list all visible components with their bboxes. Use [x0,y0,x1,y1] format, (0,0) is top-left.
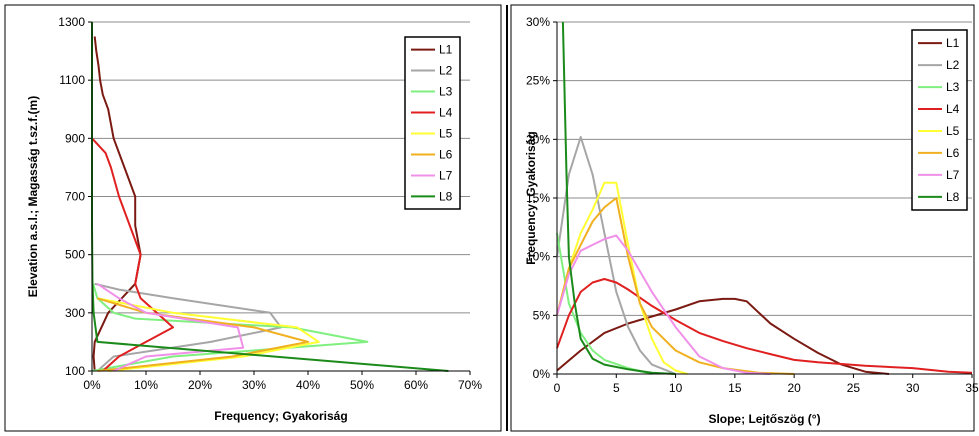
slope-chart-series-l7 [556,234,771,375]
elevation-chart-y-tick-label: 1100 [59,73,85,87]
slope-chart-y-tick-label: 30% [526,15,550,29]
elevation-chart-y-tick-label: 700 [65,190,85,204]
elevation-chart-y-tick-label: 100 [65,364,85,378]
elevation-chart-legend-label-l6: L6 [439,147,453,161]
slope-chart-y-axis-label: Frequency; Gyakoriság [524,131,538,264]
elevation-chart-y-tick-label: 900 [65,131,85,145]
slope-chart-series-l5 [556,181,688,375]
slope-chart-legend [911,29,968,211]
elevation-chart-x-tick-label: 60% [404,378,428,392]
slope-chart-x-tick-label: 10 [669,381,683,395]
elevation-chart-x-tick-label: 0% [83,378,101,392]
elevation-chart-x-tick-label: 10% [134,378,158,392]
slope-chart-y-tick-label: 10% [526,250,550,264]
slope-chart-legend-label-l7: L7 [946,168,960,182]
elevation-chart-legend-label-l5: L5 [439,126,453,140]
slope-chart-series-l8 [561,21,676,375]
slope-chart-legend-label-l1: L1 [946,36,960,50]
elevation-chart-y-tick-label: 300 [65,306,85,320]
slope-chart-y-tick-label: 15% [526,191,550,205]
slope-chart-legend-label-l2: L2 [946,58,960,72]
elevation-chart-x-tick-label: 20% [188,378,212,392]
slope-chart-x-tick-label: 30 [906,381,920,395]
slope-chart-y-tick-label: 0% [533,367,551,381]
elevation-chart-series-l5 [97,297,320,372]
elevation-chart-x-tick-label: 40% [296,378,320,392]
slope-chart-series-l1 [556,297,890,375]
elevation-chart-x-axis-label: Frequency; Gyakoriság [214,409,347,423]
elevation-chart-legend-label-l7: L7 [439,168,453,182]
slope-chart-series-l4 [556,278,973,374]
slope-chart-y-tick-label: 20% [526,132,550,146]
elevation-chart-legend-label-l8: L8 [439,189,453,203]
elevation-chart-x-tick-label: 50% [350,378,374,392]
slope-chart-legend-label-l8: L8 [946,190,960,204]
slope-chart-x-tick-label: 5 [613,381,620,395]
elevation-chart-x-tick-label: 30% [242,378,266,392]
elevation-chart-x-tick-label: 70% [458,378,482,392]
elevation-chart-series-l7 [96,282,245,372]
slope-chart-y-tick-label: 5% [533,308,551,322]
elevation-chart-series-l2 [94,282,282,372]
slope-chart-x-tick-label: 0 [554,381,561,395]
slope-chart-x-tick-label: 20 [787,381,801,395]
elevation-chart-legend [404,36,461,210]
elevation-chart-series-l4 [91,137,174,372]
slope-chart-legend-label-l6: L6 [946,146,960,160]
slope-chart-legend-label-l3: L3 [946,80,960,94]
slope-chart: 0% 5% 10% 15% 20% 25% 30% 0 5 10 15 20 25 30 35 L1 L2 L3 L… [510,4,979,432]
slope-chart-x-tick-label: 15 [728,381,742,395]
slope-chart-legend-label-l5: L5 [946,124,960,138]
slope-chart-x-tick-label: 25 [847,381,861,395]
elevation-chart-legend-label-l1: L1 [439,43,453,57]
elevation-chart-legend-label-l4: L4 [439,106,453,120]
elevation-chart-y-tick-label: 1300 [58,15,85,29]
elevation-chart-y-axis-label: Elevation a.s.l.; Magasság t.sz.f.(m) [26,96,40,297]
slope-chart-series-l2 [556,136,676,375]
elevation-chart-legend-label-l3: L3 [439,85,453,99]
elevation-chart-series-l1 [92,36,142,372]
elevation-chart-legend-label-l2: L2 [439,64,453,78]
elevation-chart-series-l6 [97,297,309,372]
elevation-chart: 100 300 500 700 900 1100 1300 0% 10% 20% 30% 40% 50%… [4,4,502,432]
slope-chart-x-tick-label: 35 [965,381,979,395]
slope-chart-x-axis-label: Slope; Lejtőszög (°) [708,412,820,426]
elevation-chart-y-tick-label: 500 [65,248,85,262]
slope-chart-y-tick-label: 25% [526,74,550,88]
slope-chart-legend-label-l4: L4 [946,102,960,116]
slope-chart-series-l3 [556,233,653,375]
